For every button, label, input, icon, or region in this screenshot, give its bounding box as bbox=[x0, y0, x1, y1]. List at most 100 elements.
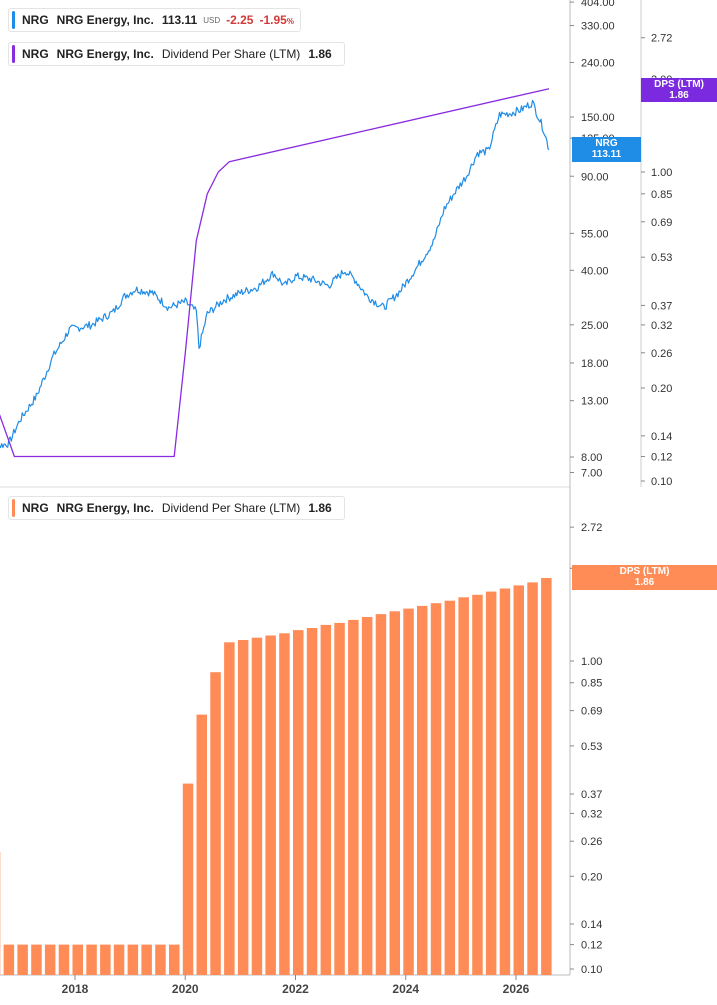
dps-top-tag-value: 1.86 bbox=[669, 90, 689, 101]
dps-bar bbox=[430, 603, 442, 975]
dps-bar bbox=[541, 578, 552, 975]
x-axis-tick-label: 2018 bbox=[62, 982, 89, 996]
dps-top-tag-label: DPS (LTM) bbox=[654, 79, 704, 90]
bottom-axis-tick-label: 0.53 bbox=[581, 741, 602, 753]
legend-dps-top-name: NRG Energy, Inc. bbox=[56, 47, 154, 61]
left-axis-tick-label: 90.00 bbox=[581, 171, 609, 183]
legend-price-value: 113.11 bbox=[161, 13, 198, 27]
dps-bar bbox=[210, 672, 221, 975]
dps-bar bbox=[279, 633, 290, 975]
bottom-axis-tick-label: 1.00 bbox=[581, 656, 602, 668]
price-tag-label: NRG bbox=[595, 138, 618, 149]
legend-price-ticker: NRG bbox=[22, 13, 49, 27]
dps-bar bbox=[237, 640, 249, 975]
price-value-tag: NRG 113.11 bbox=[572, 137, 641, 162]
dps-bar bbox=[100, 944, 111, 975]
left-axis-tick-label: 7.00 bbox=[581, 467, 602, 479]
dps-bar bbox=[182, 783, 194, 975]
bottom-dps-axis: 2.722.001.000.850.690.530.370.320.260.20… bbox=[570, 522, 602, 976]
legend-dps-top-value: 1.86 bbox=[308, 47, 332, 61]
x-axis-tick-label: 2024 bbox=[392, 982, 419, 996]
bottom-axis-tick-label: 0.85 bbox=[581, 678, 602, 690]
dps-bar bbox=[3, 944, 15, 975]
x-axis-tick-label: 2022 bbox=[282, 982, 309, 996]
dps-bars bbox=[0, 578, 552, 975]
dps-bar bbox=[141, 944, 152, 975]
right-axis-tick-label: 0.53 bbox=[651, 252, 672, 264]
dps-bottom-value-tag: DPS (LTM) 1.86 bbox=[572, 565, 717, 590]
dps-bar bbox=[527, 582, 538, 975]
bottom-axis-tick-label: 0.32 bbox=[581, 808, 602, 820]
legend-dps-bottom-swatch bbox=[12, 499, 15, 517]
right-axis-tick-label: 0.69 bbox=[651, 217, 672, 229]
dps-bar bbox=[499, 588, 511, 975]
legend-dps-bottom-metric: Dividend Per Share (LTM) bbox=[161, 501, 301, 515]
price-series-line bbox=[0, 99, 550, 449]
legend-dps-bottom-name: NRG Energy, Inc. bbox=[56, 501, 154, 515]
dps-bar bbox=[17, 944, 28, 975]
right-dps-axis: 2.722.001.000.850.690.530.370.320.260.20… bbox=[641, 33, 672, 488]
dps-bar bbox=[472, 594, 483, 975]
bottom-axis-tick-label: 0.12 bbox=[581, 940, 602, 952]
dps-bar bbox=[389, 611, 400, 975]
right-axis-tick-label: 0.12 bbox=[651, 452, 672, 464]
left-axis-tick-label: 55.00 bbox=[581, 228, 609, 240]
right-axis-tick-label: 0.14 bbox=[651, 431, 672, 443]
dps-bar bbox=[320, 624, 332, 975]
legend-price-pct: -1.95% bbox=[259, 13, 294, 27]
legend-price-change: -2.25 bbox=[226, 13, 254, 27]
right-axis-tick-label: 0.32 bbox=[651, 320, 672, 332]
dps-bar bbox=[375, 614, 387, 975]
dps-bar bbox=[417, 605, 428, 975]
legend-dps-bottom[interactable]: NRG NRG Energy, Inc. Dividend Per Share … bbox=[8, 496, 345, 520]
dps-bar bbox=[224, 642, 235, 975]
legend-dps-bottom-value: 1.86 bbox=[308, 501, 332, 515]
x-axis-tick-label: 2026 bbox=[503, 982, 530, 996]
right-axis-tick-label: 1.00 bbox=[651, 167, 672, 179]
legend-dps-top-metric: Dividend Per Share (LTM) bbox=[161, 47, 301, 61]
bottom-axis-tick-label: 0.10 bbox=[581, 964, 602, 976]
dps-bar bbox=[403, 608, 414, 975]
dps-bar bbox=[485, 591, 497, 975]
left-price-axis: 404.00330.00240.00150.00125.0090.0055.00… bbox=[570, 0, 615, 479]
legend-dps-top[interactable]: NRG NRG Energy, Inc. Dividend Per Share … bbox=[8, 42, 345, 66]
right-axis-tick-label: 0.10 bbox=[651, 476, 672, 488]
left-axis-tick-label: 330.00 bbox=[581, 21, 615, 33]
left-axis-tick-label: 25.00 bbox=[581, 320, 609, 332]
dps-bar bbox=[86, 944, 97, 975]
bottom-axis-tick-label: 2.72 bbox=[581, 522, 602, 534]
bottom-axis-tick-label: 0.69 bbox=[581, 706, 602, 718]
bottom-axis-tick-label: 0.14 bbox=[581, 919, 602, 931]
left-axis-tick-label: 150.00 bbox=[581, 112, 615, 124]
bottom-axis-tick-label: 0.26 bbox=[581, 836, 602, 848]
dps-bar bbox=[513, 585, 524, 975]
dps-series-line bbox=[0, 88, 550, 458]
left-axis-tick-label: 8.00 bbox=[581, 452, 602, 464]
legend-dps-bottom-ticker: NRG bbox=[22, 501, 49, 515]
dps-bar bbox=[196, 714, 207, 975]
dps-bar bbox=[306, 628, 318, 975]
legend-price-swatch bbox=[12, 11, 15, 29]
dps-bar bbox=[458, 597, 469, 975]
x-axis-tick-label: 2020 bbox=[172, 982, 199, 996]
dps-bar bbox=[127, 944, 139, 975]
dps-bottom-tag-value: 1.86 bbox=[634, 577, 655, 588]
right-axis-tick-label: 2.72 bbox=[651, 33, 672, 45]
legend-price-unit: USD bbox=[203, 15, 221, 25]
legend-price[interactable]: NRG NRG Energy, Inc. 113.11 USD -2.25 -1… bbox=[8, 8, 301, 32]
left-axis-tick-label: 404.00 bbox=[581, 0, 615, 9]
price-tag-value: 113.11 bbox=[591, 149, 622, 160]
dps-top-value-tag: DPS (LTM) 1.86 bbox=[641, 78, 717, 102]
legend-price-name: NRG Energy, Inc. bbox=[56, 13, 154, 27]
left-axis-tick-label: 18.00 bbox=[581, 358, 609, 370]
left-axis-tick-label: 240.00 bbox=[581, 57, 615, 69]
dps-bar bbox=[348, 619, 359, 975]
left-axis-tick-label: 13.00 bbox=[581, 396, 609, 408]
bottom-axis-tick-label: 0.20 bbox=[581, 871, 602, 883]
dps-bar bbox=[113, 944, 125, 975]
dps-bar bbox=[334, 622, 345, 975]
legend-dps-top-swatch bbox=[12, 45, 15, 63]
right-axis-tick-label: 0.20 bbox=[651, 383, 672, 395]
x-time-axis: 2018 2020 2022 2024 2026 bbox=[62, 975, 530, 996]
